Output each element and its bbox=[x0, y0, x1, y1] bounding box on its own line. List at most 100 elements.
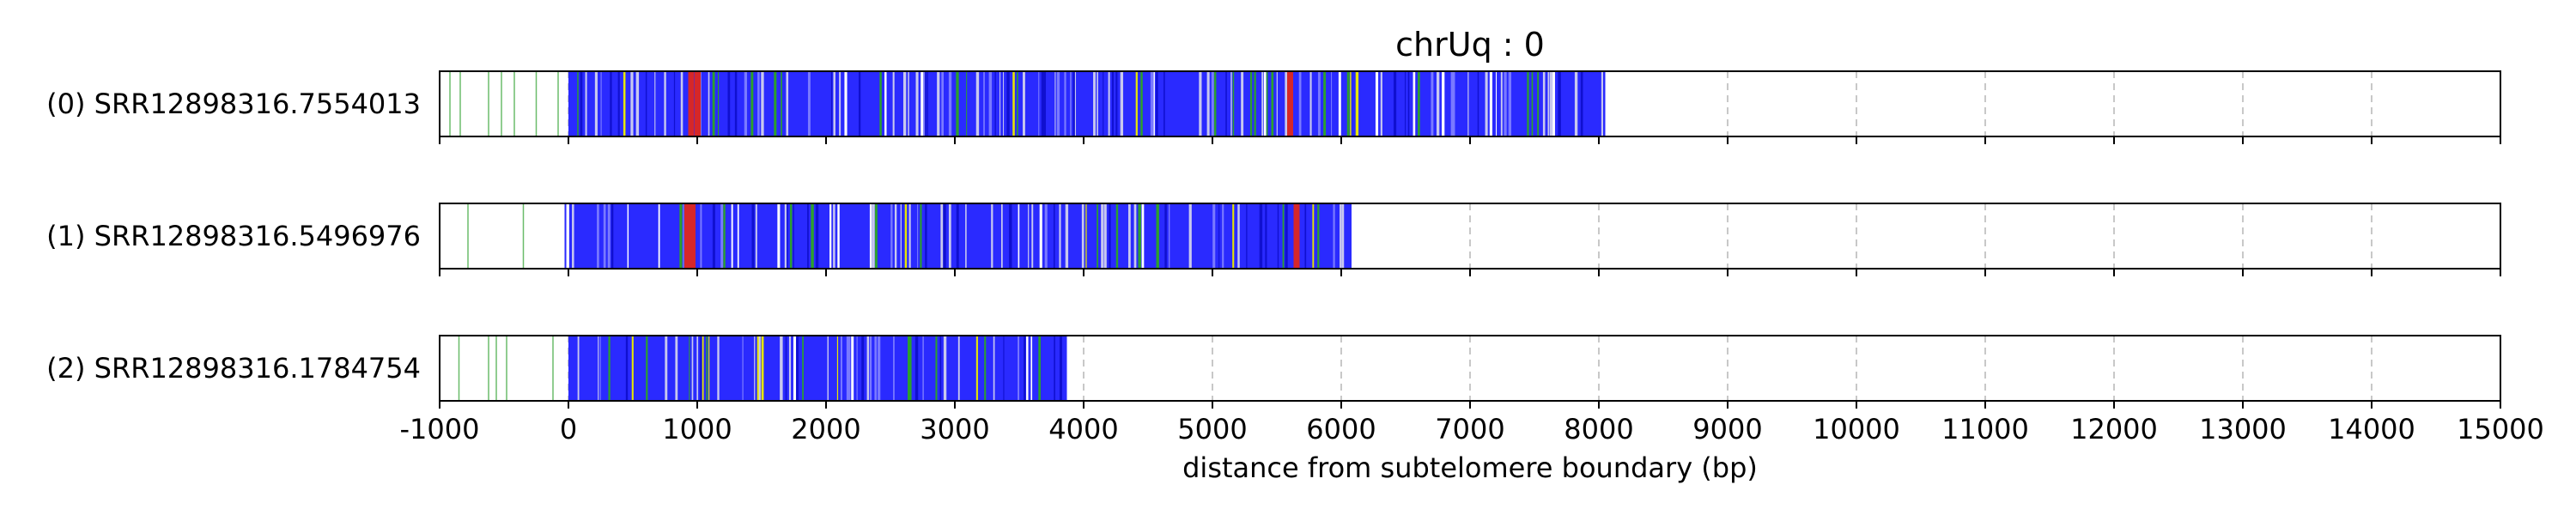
read-stripe bbox=[625, 336, 629, 401]
read-stripe bbox=[1317, 71, 1321, 136]
read-stripe bbox=[720, 203, 724, 269]
read-stripe bbox=[869, 203, 872, 269]
read-stripe bbox=[920, 71, 924, 136]
read-stripe bbox=[1508, 71, 1512, 136]
read-stripe bbox=[1103, 203, 1107, 269]
x-tick-label: 11000 bbox=[1941, 413, 2029, 445]
read-stripe bbox=[1115, 203, 1119, 269]
read-stripe bbox=[1072, 71, 1076, 136]
read-label: (2) SRR12898316.1784754 bbox=[46, 352, 421, 385]
read-stripe bbox=[1500, 71, 1503, 136]
read-stripe bbox=[1407, 71, 1410, 136]
read-stripe bbox=[1467, 71, 1469, 136]
read-stripe bbox=[1333, 203, 1335, 269]
read-stripe bbox=[991, 203, 993, 269]
x-tick-label: 12000 bbox=[2070, 413, 2158, 445]
read-stripe bbox=[1108, 71, 1110, 136]
read-stripe bbox=[908, 71, 909, 136]
read-stripe bbox=[1413, 71, 1416, 136]
read-stripe bbox=[1150, 71, 1154, 136]
read-stripe bbox=[1127, 203, 1131, 269]
read-stripe bbox=[966, 71, 968, 136]
read-stripe bbox=[975, 336, 978, 401]
read-stripe bbox=[1489, 71, 1492, 136]
read-stripe bbox=[585, 71, 587, 136]
read-track: (2) SRR12898316.1784754 bbox=[46, 335, 2501, 409]
read-stripe bbox=[623, 71, 626, 136]
read-stripe bbox=[1249, 71, 1253, 136]
read-label: (0) SRR12898316.7554013 bbox=[46, 88, 421, 120]
read-stripe bbox=[994, 71, 996, 136]
read-stripe bbox=[939, 336, 942, 401]
x-tick-label: 10000 bbox=[1813, 413, 1900, 445]
read-stripe bbox=[1003, 71, 1005, 136]
read-stripe bbox=[566, 203, 569, 269]
read-stripe bbox=[894, 203, 897, 269]
read-stripe bbox=[935, 336, 938, 401]
variant-mark bbox=[684, 203, 690, 269]
read-stripe bbox=[1064, 71, 1066, 136]
read-stripe bbox=[892, 71, 895, 136]
read-stripe bbox=[1285, 203, 1288, 269]
read-stripe bbox=[956, 71, 959, 136]
read-stripe bbox=[664, 71, 666, 136]
read-stripe bbox=[1309, 71, 1312, 136]
read-stripe bbox=[1059, 336, 1062, 401]
read-stripe bbox=[890, 203, 893, 269]
read-stripe bbox=[1241, 71, 1244, 136]
read-stripe bbox=[1312, 203, 1315, 269]
read-stripe bbox=[1109, 203, 1111, 269]
read-stripe bbox=[983, 71, 985, 136]
read-stripe bbox=[1140, 71, 1143, 136]
read-stripe bbox=[731, 203, 733, 269]
read-stripe bbox=[829, 203, 832, 269]
read-stripe bbox=[975, 71, 980, 136]
read-stripe bbox=[917, 203, 919, 269]
read-stripe bbox=[1542, 71, 1546, 136]
read-stripe bbox=[627, 203, 629, 269]
read-stripe bbox=[1056, 71, 1060, 136]
read-stripe bbox=[1009, 203, 1012, 269]
read-stripe bbox=[610, 71, 612, 136]
read-stripe bbox=[1271, 71, 1274, 136]
read-stripe bbox=[761, 336, 764, 401]
read-stripe bbox=[1059, 203, 1061, 269]
read-stripe bbox=[848, 336, 851, 401]
read-stripe bbox=[1222, 203, 1224, 269]
read-stripe bbox=[837, 203, 840, 269]
read-stripe bbox=[836, 336, 839, 401]
read-stripe bbox=[1477, 71, 1479, 136]
read-stripe bbox=[1093, 71, 1096, 136]
read-stripe bbox=[744, 71, 748, 136]
read-stripe bbox=[833, 203, 835, 269]
read-stripe bbox=[807, 71, 811, 136]
read-stripe bbox=[1000, 203, 1003, 269]
read-stripe bbox=[1044, 203, 1048, 269]
x-tick-label: 14000 bbox=[2328, 413, 2415, 445]
read-stripe bbox=[758, 336, 761, 401]
read-stripe bbox=[844, 71, 848, 136]
read-stripe bbox=[1164, 203, 1167, 269]
read-stripe bbox=[1574, 71, 1578, 136]
read-stripe bbox=[920, 203, 922, 269]
read-stripe bbox=[608, 336, 611, 401]
read-stripe bbox=[1054, 336, 1055, 401]
read-label: (1) SRR12898316.5496976 bbox=[46, 220, 421, 252]
read-stripe bbox=[915, 71, 919, 136]
read-stripe bbox=[708, 71, 710, 136]
read-stripe bbox=[645, 71, 647, 136]
read-stripe bbox=[1527, 71, 1529, 136]
read-stripe bbox=[1054, 71, 1056, 136]
read-stripe bbox=[1331, 71, 1333, 136]
read-stripe bbox=[1212, 203, 1216, 269]
read-stripe bbox=[1168, 203, 1170, 269]
read-track: (1) SRR12898316.5496976 bbox=[46, 203, 2501, 276]
variant-mark bbox=[1293, 203, 1300, 269]
read-stripe bbox=[718, 71, 720, 136]
read-stripe bbox=[1199, 71, 1202, 136]
read-stripe bbox=[908, 336, 910, 401]
read-stripe bbox=[1340, 203, 1342, 269]
read-stripe bbox=[1188, 203, 1192, 269]
read-stripe bbox=[988, 71, 993, 136]
read-stripe bbox=[1085, 203, 1087, 269]
